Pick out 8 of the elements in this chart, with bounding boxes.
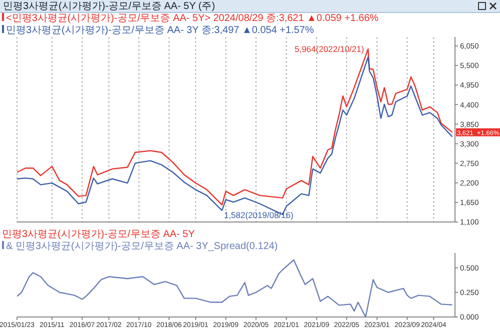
line-series [17,259,453,317]
legend-label: & 민평3사평균(시가평가)-공모/무보증 AA- 3Y_Spread(0.124) [5,241,278,253]
chart-title: 민평3사평균(시가평가)-공모/무보증 AA- 5Y (주) [3,0,216,13]
legend-label: <민평3사평균(시가평가)-공모/무보증 AA- 5Y> 2024/08/29 종:3,621 ▲0.059 +1.66% [5,13,380,25]
annotation: 5,964(2022/10/21) [294,44,364,54]
chart-title: 민평3사평균(시가평가)-공모/무보증 AA- 5Y [2,229,195,241]
annotation: 1,582(2019/08/16) [224,210,294,220]
legend-label: 민평3사평균(시가평가)-공모/무보증 AA- 3Y 종:3,497 ▲0.054 +1.57% [5,25,315,37]
